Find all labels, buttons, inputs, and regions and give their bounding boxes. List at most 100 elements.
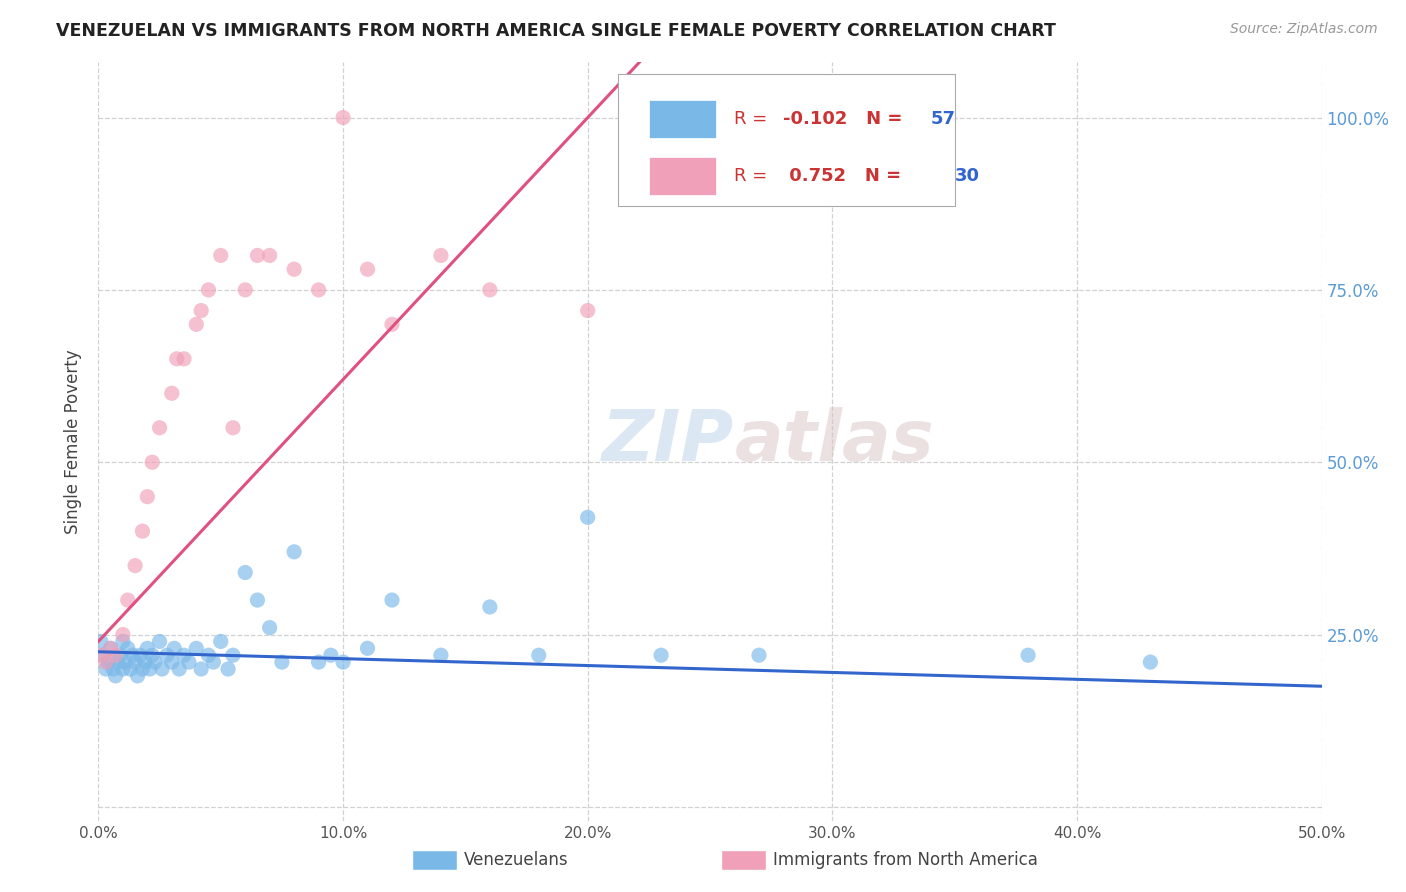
Point	[478, 283, 501, 297]
Y-axis label: Single Female Poverty: Single Female Poverty	[65, 350, 83, 533]
Point	[381, 593, 404, 607]
Point	[356, 641, 378, 656]
Point	[259, 621, 281, 635]
Point	[167, 662, 190, 676]
Text: Venezuelans: Venezuelans	[464, 851, 568, 869]
Point	[381, 318, 404, 332]
Point	[190, 662, 212, 676]
Point	[246, 593, 269, 607]
Text: R =: R =	[734, 111, 773, 128]
Point	[139, 662, 162, 676]
Point	[90, 634, 112, 648]
Point	[576, 303, 599, 318]
Point	[177, 655, 200, 669]
Point	[308, 283, 330, 297]
Point	[143, 655, 166, 669]
Text: VENEZUELAN VS IMMIGRANTS FROM NORTH AMERICA SINGLE FEMALE POVERTY CORRELATION CH: VENEZUELAN VS IMMIGRANTS FROM NORTH AMER…	[56, 22, 1056, 40]
Point	[202, 655, 225, 669]
Point	[217, 662, 239, 676]
Point	[283, 545, 305, 559]
Point	[124, 655, 146, 669]
Point	[97, 655, 120, 669]
Point	[111, 627, 134, 641]
Point	[430, 648, 453, 663]
Point	[197, 648, 219, 663]
Point	[1139, 655, 1161, 669]
Point	[129, 648, 152, 663]
Point	[576, 510, 599, 524]
Point	[222, 648, 245, 663]
Point	[233, 566, 256, 580]
Point	[259, 248, 281, 262]
Point	[100, 641, 122, 656]
Point	[430, 248, 453, 262]
Point	[94, 662, 117, 676]
Point	[748, 648, 770, 663]
Point	[149, 421, 172, 435]
Point	[127, 669, 149, 683]
Point	[141, 455, 163, 469]
FancyBboxPatch shape	[619, 74, 955, 207]
Point	[136, 490, 159, 504]
Point	[1017, 648, 1039, 663]
Point	[356, 262, 378, 277]
Bar	[648, 100, 716, 138]
Point	[233, 283, 256, 297]
Point	[114, 655, 136, 669]
Point	[94, 655, 117, 669]
Text: -0.102   N =: -0.102 N =	[783, 111, 910, 128]
Text: ZIP: ZIP	[602, 407, 734, 476]
Point	[136, 641, 159, 656]
Point	[270, 655, 294, 669]
Point	[332, 111, 354, 125]
Point	[332, 655, 354, 669]
Point	[173, 648, 195, 663]
Point	[90, 648, 112, 663]
Point	[101, 662, 124, 676]
Point	[209, 634, 232, 648]
Point	[209, 248, 232, 262]
Point	[650, 648, 672, 663]
Point	[121, 648, 143, 663]
Point	[124, 558, 146, 573]
Point	[160, 655, 183, 669]
Bar	[648, 157, 716, 195]
Text: Immigrants from North America: Immigrants from North America	[773, 851, 1038, 869]
Text: 0.752   N =: 0.752 N =	[783, 167, 908, 186]
Point	[156, 648, 179, 663]
Point	[131, 524, 153, 538]
Text: Source: ZipAtlas.com: Source: ZipAtlas.com	[1230, 22, 1378, 37]
Point	[91, 648, 114, 663]
Point	[246, 248, 269, 262]
Point	[163, 641, 186, 656]
Point	[107, 655, 129, 669]
Point	[186, 641, 208, 656]
Text: 30: 30	[955, 167, 980, 186]
Point	[104, 648, 127, 663]
Point	[190, 303, 212, 318]
Point	[222, 421, 245, 435]
Point	[117, 641, 139, 656]
Point	[197, 283, 219, 297]
Point	[527, 648, 550, 663]
Text: atlas: atlas	[734, 407, 934, 476]
Point	[173, 351, 195, 366]
Point	[141, 648, 163, 663]
Point	[283, 262, 305, 277]
Point	[120, 662, 142, 676]
Point	[131, 662, 153, 676]
Point	[308, 655, 330, 669]
Point	[111, 634, 134, 648]
Point	[478, 599, 501, 614]
Point	[111, 662, 134, 676]
Point	[110, 648, 132, 663]
Text: R =: R =	[734, 167, 773, 186]
Point	[134, 655, 156, 669]
Point	[149, 634, 172, 648]
Text: 57: 57	[931, 111, 955, 128]
Point	[160, 386, 183, 401]
Point	[186, 318, 208, 332]
Point	[319, 648, 342, 663]
Point	[100, 641, 122, 656]
Point	[166, 351, 188, 366]
